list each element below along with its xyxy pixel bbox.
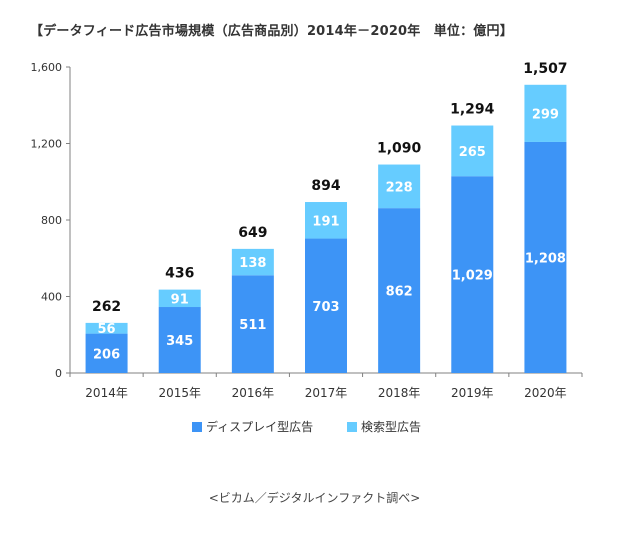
bar-segment: [524, 84, 567, 142]
y-tick-label: 0: [55, 367, 62, 380]
bar-value-label: 91: [171, 292, 189, 307]
x-tick-label: 2019年: [451, 386, 494, 400]
legend-swatch: [192, 422, 202, 432]
total-label: 1,507: [523, 61, 567, 77]
bar-value-label: 228: [386, 180, 413, 195]
bar-segment: [378, 208, 421, 373]
x-tick-label: 2020年: [524, 386, 567, 400]
bar-value-label: 703: [312, 300, 339, 315]
bar-segment: [305, 202, 347, 239]
bars: [85, 84, 567, 373]
bar-segment: [158, 307, 201, 373]
total-label: 1,090: [377, 141, 422, 157]
bar-value-label: 1,029: [452, 269, 493, 284]
legend-label: ディスプレイ型広告: [206, 419, 313, 434]
x-tick-label: 2014年: [85, 386, 128, 400]
y-tick-label: 1,200: [31, 138, 63, 151]
y-tick-label: 400: [41, 291, 62, 304]
bar-value-label: 299: [532, 107, 559, 122]
bar-segment: [158, 289, 201, 308]
bar-segment: [231, 275, 274, 373]
x-tick-label: 2015年: [158, 386, 201, 400]
bar-value-label: 862: [386, 285, 413, 300]
bar-segment: [378, 164, 421, 209]
chart-title: 【データフィード広告市場規模（広告商品別）2014年－2020年 単位：億円】: [30, 24, 513, 39]
x-tick-label: 2017年: [305, 386, 348, 400]
legend-label: 検索型広告: [361, 420, 421, 434]
x-tick-label: 2016年: [232, 386, 275, 400]
legend-swatch: [347, 422, 357, 432]
bar-value-label: 206: [93, 347, 120, 362]
bar-segment: [85, 333, 128, 373]
bar-segment: [451, 176, 494, 373]
x-tick-label: 2018年: [378, 386, 421, 400]
bar-value-label: 191: [312, 214, 339, 229]
bar-value-label: 138: [239, 256, 266, 271]
y-tick-label: 1,600: [31, 61, 63, 74]
total-label: 1,294: [450, 102, 495, 118]
source-note: <ビカム／デジタルインファクト調べ>: [208, 491, 421, 505]
bar-value-label: 56: [98, 322, 116, 337]
bar-segment: [305, 238, 347, 373]
total-label: 649: [238, 225, 267, 241]
bar-value-label: 265: [459, 145, 486, 160]
bar-value-label: 1,208: [525, 251, 566, 266]
bar-segment: [231, 248, 274, 276]
bar-segment: [85, 322, 128, 334]
y-tick-label: 800: [41, 214, 62, 227]
bar-segment: [451, 125, 494, 177]
total-label: 894: [311, 178, 340, 194]
legend: ディスプレイ型広告 検索型広告: [192, 419, 421, 434]
total-label: 436: [165, 266, 194, 282]
bar-value-label: 511: [239, 318, 266, 333]
total-label: 262: [92, 299, 121, 315]
bar-value-label: 345: [166, 334, 193, 349]
labels: 206 56 262 2014年 345 91 436 2015年 511 138 649 2016年…: [85, 61, 567, 400]
bar-segment: [524, 141, 567, 373]
